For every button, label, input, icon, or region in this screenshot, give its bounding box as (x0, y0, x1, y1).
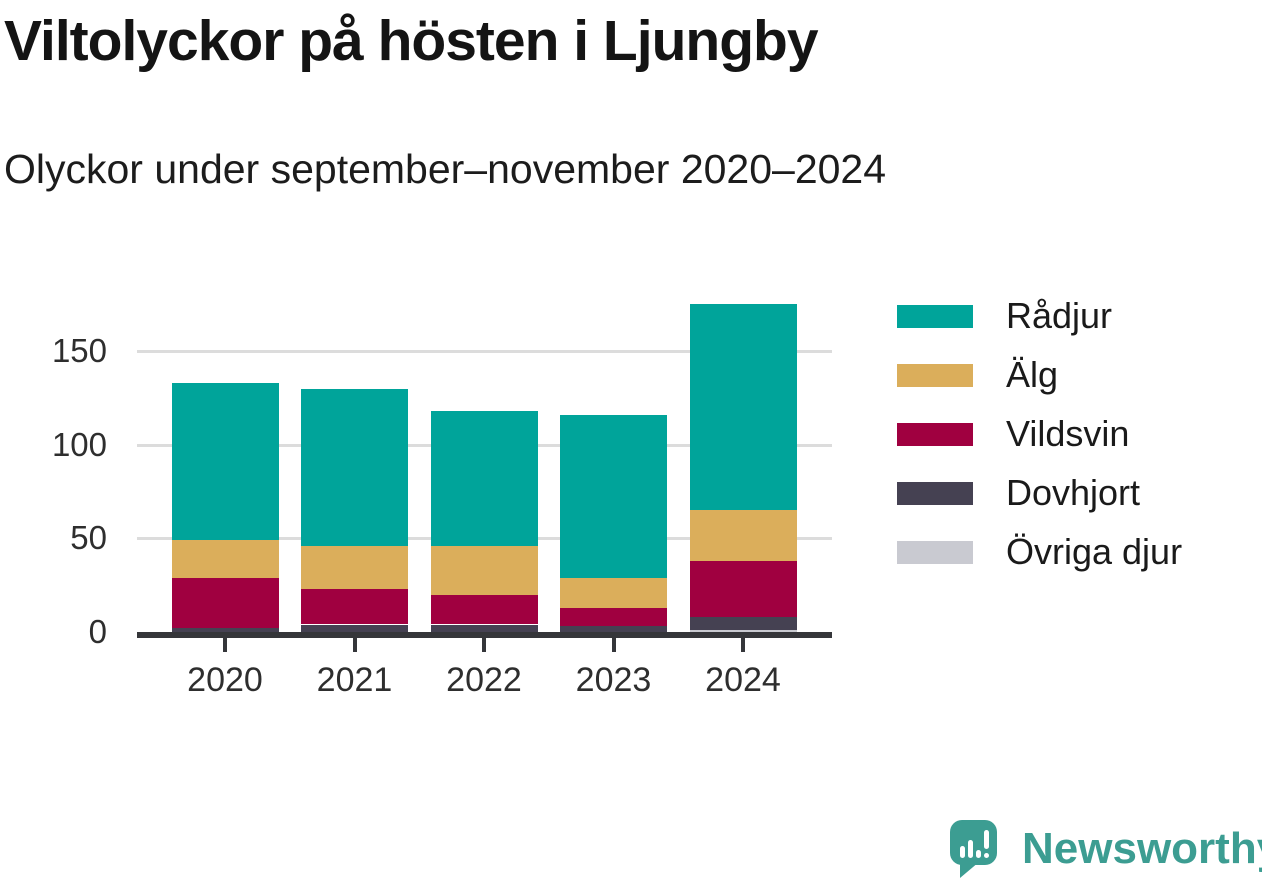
bar-segment-2024-rådjur (689, 304, 797, 511)
legend-item: Dovhjort (897, 472, 1140, 513)
bar-segment-2020-rådjur (171, 382, 279, 541)
y-axis-tick-label: 50 (70, 519, 107, 557)
x-axis-tick-label: 2023 (575, 661, 652, 699)
legend-label: Vildsvin (1006, 413, 1130, 454)
legend-swatch-icon (897, 363, 973, 387)
legend-label: Rådjur (1006, 295, 1113, 336)
speech-bubble-tail-icon (960, 862, 979, 878)
newsworthy-logo: Newsworthy (948, 818, 1262, 879)
legend-item: Älg (897, 354, 1058, 395)
legend-item: Rådjur (897, 295, 1112, 336)
bar-segment-2023-dovhjort (560, 626, 667, 632)
logo-exclamation-dot-icon (984, 853, 989, 858)
legend-label: Älg (1006, 354, 1059, 395)
bar-segment-2024-övriga-djur (689, 630, 797, 632)
newsworthy-chart-bubble-icon (950, 820, 997, 865)
bar-segment-2023-älg (560, 577, 667, 608)
logo-chart-bar-icon (968, 840, 973, 858)
x-axis-tick (482, 638, 486, 652)
chart-title: Viltolyckor på hösten i Ljungby (4, 9, 819, 73)
bar-segment-2024-dovhjort (689, 617, 797, 631)
legend-swatch-icon (897, 422, 973, 446)
legend-swatch-icon (897, 481, 973, 505)
bar-segment-2023-rådjur (560, 414, 667, 578)
legend-label: Dovhjort (1006, 472, 1141, 513)
logo-exclamation-icon (984, 830, 989, 849)
legend-label: Övriga djur (1006, 531, 1183, 572)
bar-segment-2021-rådjur (301, 388, 408, 546)
legend-item: Övriga djur (897, 531, 1182, 572)
bar-segment-2020-dovhjort (171, 628, 279, 632)
brand-name: Newsworthy (1022, 824, 1262, 873)
gridline (137, 350, 832, 354)
legend-swatch-icon (897, 304, 973, 328)
legend-swatch-icon (897, 540, 973, 564)
x-axis-tick-label: 2024 (705, 661, 781, 699)
bar-segment-2024-vildsvin (689, 560, 797, 617)
logo-chart-bar-icon (960, 846, 965, 858)
bar-segment-2020-vildsvin (171, 577, 279, 629)
bar-segment-2020-älg (171, 540, 279, 578)
bar-segment-2022-vildsvin (430, 594, 538, 625)
bar-segment-2024-älg (689, 510, 797, 561)
x-axis-tick-label: 2020 (187, 661, 263, 699)
bar-segment-2021-dovhjort (301, 624, 408, 632)
y-axis-tick-label: 100 (51, 425, 107, 463)
x-axis-tick-label: 2022 (446, 661, 522, 699)
bar-segment-2023-vildsvin (560, 607, 667, 627)
logo-chart-bar-icon (976, 850, 981, 858)
x-axis-tick-label: 2021 (316, 661, 393, 699)
y-axis-tick-label: 0 (88, 613, 107, 650)
bar-segment-2021-vildsvin (301, 588, 408, 625)
x-axis-line (137, 632, 832, 638)
y-axis-tick-label: 150 (51, 332, 107, 370)
bar-segment-2022-rådjur (430, 410, 538, 546)
bar-segment-2022-älg (430, 545, 538, 595)
x-axis-tick (611, 638, 616, 652)
x-axis-tick (223, 638, 227, 652)
x-axis-tick (352, 638, 357, 652)
legend-item: Vildsvin (897, 413, 1129, 454)
bar-segment-2021-älg (301, 545, 408, 589)
x-axis-tick (741, 638, 745, 652)
chart-subtitle: Olyckor under september–november 2020–20… (4, 146, 887, 192)
bar-segment-2022-dovhjort (430, 624, 538, 632)
